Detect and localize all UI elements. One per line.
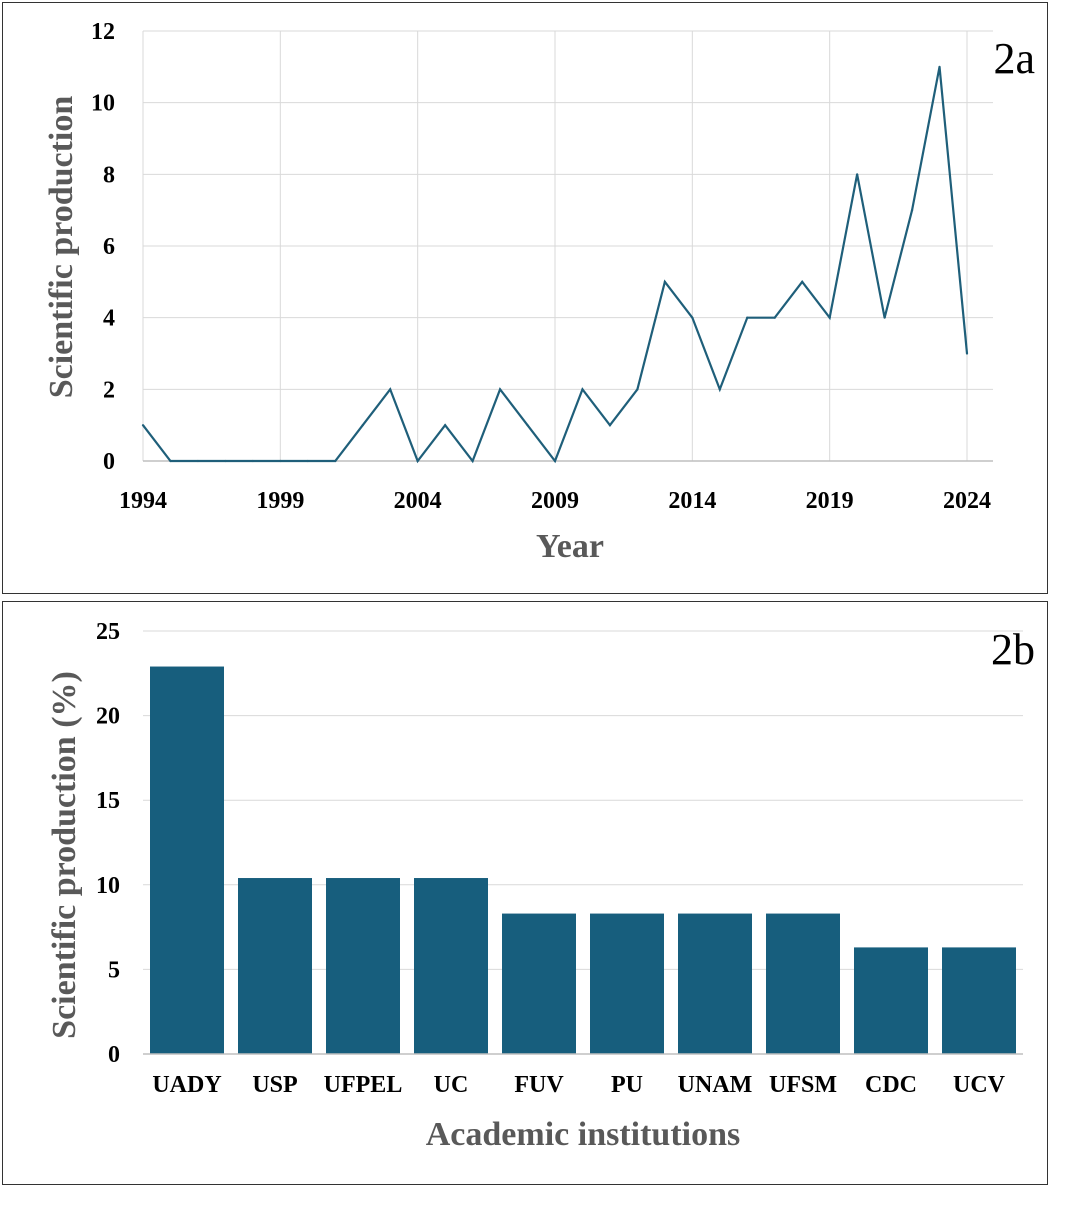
bar <box>150 666 224 1054</box>
y-tick-label: 25 <box>96 619 120 645</box>
data-point <box>251 459 254 463</box>
data-point <box>746 316 749 319</box>
bar <box>678 913 752 1054</box>
category-label: UADY <box>152 1072 221 1098</box>
data-point <box>224 459 227 463</box>
y-tick-label: 4 <box>103 306 115 332</box>
bar <box>942 947 1016 1054</box>
y-axis-title: Scientific production <box>43 96 80 399</box>
y-tick-label: 15 <box>96 788 120 814</box>
x-tick-label: 2019 <box>806 488 854 514</box>
category-label: UC <box>434 1072 469 1098</box>
x-tick-label: 2004 <box>394 488 442 514</box>
y-tick-label: 5 <box>108 957 120 983</box>
x-axis-title: Academic institutions <box>426 1116 741 1153</box>
data-point <box>718 388 721 391</box>
data-point <box>608 424 612 427</box>
x-tick-label: 2009 <box>531 488 579 514</box>
bar <box>854 947 928 1054</box>
data-point <box>526 424 529 427</box>
data-point <box>773 316 776 319</box>
data-point <box>444 424 447 427</box>
line-chart: 0 2 4 6 8 10 12 1994 1999 2004 2009 2014 2019 2024 Yea… <box>43 19 1035 565</box>
data-point <box>801 280 804 283</box>
y-tick-label: 8 <box>103 162 115 188</box>
y-tick-label: 12 <box>91 19 115 45</box>
x-tick-label: 1994 <box>119 488 167 514</box>
bar <box>326 878 400 1054</box>
data-point <box>361 424 364 427</box>
data-point <box>691 316 694 319</box>
bar-chart-panel: 0 5 10 15 20 25 UADY USP UFPEL UC FUV PU UNAM UFSM CDC… <box>2 601 1048 1185</box>
data-point <box>416 459 419 463</box>
data-point <box>279 459 282 463</box>
data-point <box>553 459 557 463</box>
data-point <box>856 173 859 176</box>
y-tick-label: 0 <box>108 1042 120 1068</box>
category-label: FUV <box>514 1072 564 1098</box>
bar-chart: 0 5 10 15 20 25 UADY USP UFPEL UC FUV PU UNAM UFSM CDC… <box>46 619 1035 1153</box>
data-point <box>910 209 914 212</box>
y-tick-label: 6 <box>103 234 115 260</box>
category-label: UFPEL <box>324 1072 403 1098</box>
data-point <box>169 459 172 463</box>
y-tick-label: 0 <box>103 449 115 475</box>
data-point <box>581 388 584 391</box>
y-tick-label: 20 <box>96 704 120 730</box>
bar <box>414 878 488 1054</box>
data-point <box>828 316 831 319</box>
data-point <box>306 459 309 463</box>
y-tick-label: 10 <box>91 91 115 117</box>
data-point <box>938 65 941 68</box>
y-axis-title: Scientific production (%) <box>46 671 83 1039</box>
data-point <box>663 280 666 283</box>
panel-label: 2b <box>991 625 1035 674</box>
data-point <box>498 388 502 391</box>
data-point <box>636 388 639 391</box>
x-tick-label: 1999 <box>256 488 304 514</box>
category-label: UNAM <box>678 1072 753 1098</box>
category-label: UFSM <box>769 1072 837 1098</box>
data-point <box>965 352 969 355</box>
data-point <box>196 459 200 463</box>
bar <box>590 913 664 1054</box>
data-point <box>334 459 337 463</box>
x-tick-label: 2014 <box>668 488 716 514</box>
line-chart-panel: 0 2 4 6 8 10 12 1994 1999 2004 2009 2014 2019 2024 Yea… <box>2 2 1048 594</box>
data-point <box>883 316 886 319</box>
category-label: CDC <box>865 1072 917 1098</box>
panel-label: 2a <box>993 34 1035 83</box>
y-tick-label: 10 <box>96 873 120 899</box>
x-tick-label: 2024 <box>943 488 991 514</box>
category-label: PU <box>611 1072 643 1098</box>
category-label: UCV <box>953 1072 1006 1098</box>
data-point <box>389 388 392 391</box>
y-tick-label: 2 <box>103 377 115 403</box>
data-point <box>471 459 474 463</box>
bar <box>238 878 312 1054</box>
category-label: USP <box>252 1072 297 1098</box>
bar <box>502 913 576 1054</box>
data-point <box>141 424 145 427</box>
x-axis-title: Year <box>536 528 604 565</box>
bar <box>766 913 840 1054</box>
